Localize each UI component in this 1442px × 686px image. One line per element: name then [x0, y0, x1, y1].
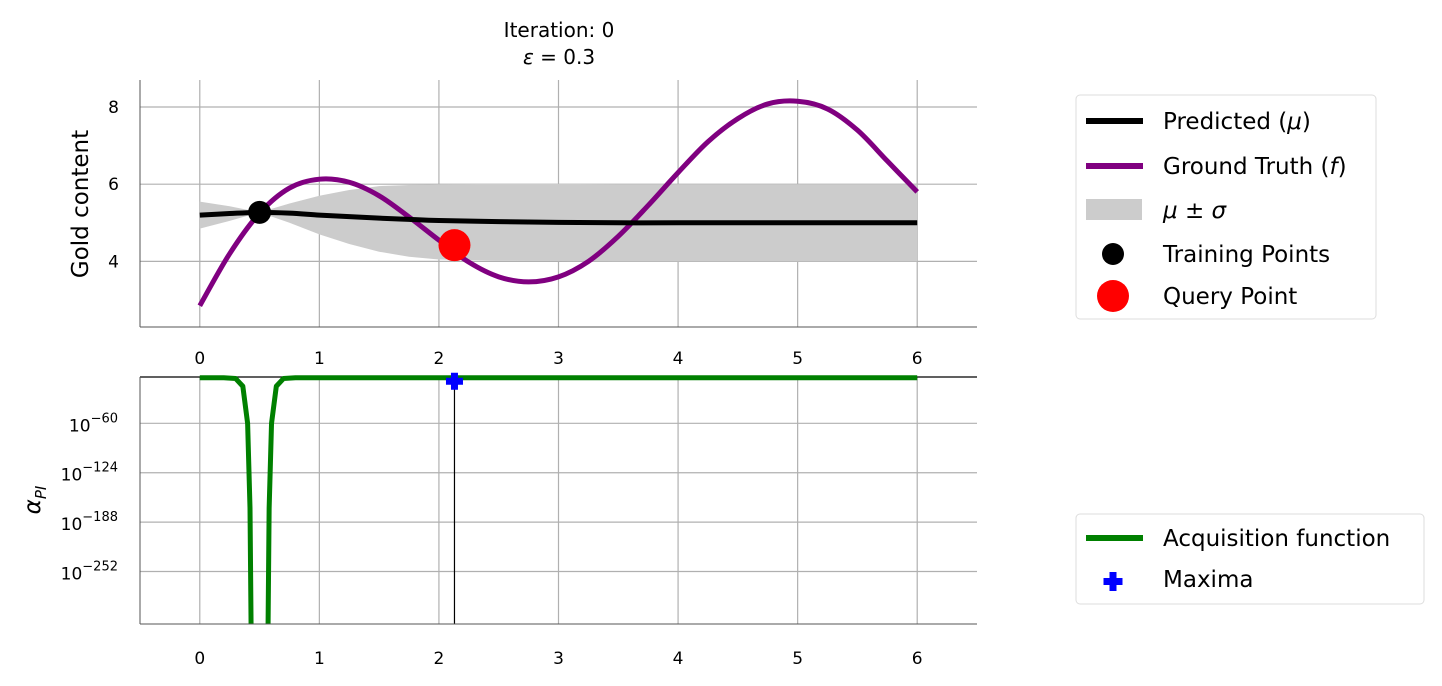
bottom-x-tick-label: 0 — [194, 649, 205, 669]
chart-subtitle: ε = 0.3 — [523, 45, 595, 69]
bottom-y-tick-label: 10−252 — [61, 560, 118, 585]
query-point — [438, 229, 471, 262]
legend-bottom: Acquisition function Maxima — [1075, 513, 1425, 605]
legend-band-swatch — [1086, 199, 1142, 220]
legend-maxima-label: Maxima — [1163, 567, 1253, 593]
ground-truth-line — [197, 98, 920, 308]
legend-training-label: Training Points — [1162, 242, 1330, 268]
legend-predicted-label: Predicted (μ) — [1163, 109, 1311, 135]
chart-title: Iteration: 0 — [504, 18, 615, 42]
bottom-grid — [140, 377, 977, 624]
bottom-y-tick-label: 10−124 — [61, 461, 118, 486]
bottom-x-tick-label: 1 — [314, 649, 325, 669]
top-x-tick-label: 4 — [673, 349, 684, 369]
bottom-x-ticks: 0 1 2 3 4 5 6 — [194, 649, 922, 669]
legend-acquisition-label: Acquisition function — [1163, 526, 1390, 552]
legend-query-swatch — [1097, 280, 1129, 312]
bottom-points — [445, 372, 463, 390]
top-x-tick-label: 6 — [912, 349, 923, 369]
bottom-y-axis-label: αPI — [20, 485, 50, 514]
bottom-x-tick-label: 6 — [912, 649, 923, 669]
top-y-tick-label: 8 — [108, 98, 119, 118]
legend-top-frame — [1075, 94, 1377, 320]
top-y-tick-label: 6 — [108, 175, 119, 195]
top-x-ticks: 0 1 2 3 4 5 6 — [194, 349, 922, 369]
top-plot: 0 1 2 3 4 5 6 4 6 8 Gold content — [68, 80, 977, 369]
bottom-plot: 0 1 2 3 4 5 6 10−60 10−124 10−188 10−252 αPI — [20, 372, 977, 669]
predicted-line — [199, 209, 918, 226]
training-point — [248, 200, 272, 224]
top-x-tick-label: 5 — [792, 349, 803, 369]
legend-top: Predicted (μ) Ground Truth (f) μ ± σ Tra… — [1075, 94, 1377, 320]
bottom-y-tick-label: 10−60 — [69, 411, 118, 436]
legend-query-label: Query Point — [1163, 284, 1297, 310]
legend-truth-label: Ground Truth (f) — [1163, 154, 1347, 180]
bottom-x-tick-label: 4 — [673, 649, 684, 669]
top-y-axis-label: Gold content — [68, 130, 94, 278]
acquisition-line — [199, 375, 918, 624]
top-y-tick-label: 4 — [108, 252, 119, 272]
legend-maxima-swatch — [1103, 572, 1123, 591]
maxima-point — [445, 372, 463, 390]
top-x-tick-label: 0 — [194, 349, 205, 369]
top-x-tick-label: 3 — [553, 349, 564, 369]
legend-training-swatch — [1102, 243, 1124, 265]
bottom-y-tick-label: 10−188 — [61, 510, 118, 535]
bottom-x-tick-label: 3 — [553, 649, 564, 669]
bottom-y-ticks: 10−60 10−124 10−188 10−252 — [61, 411, 118, 584]
legend-band-label: μ ± σ — [1162, 198, 1228, 224]
bottom-x-tick-label: 2 — [434, 649, 445, 669]
top-y-ticks: 4 6 8 — [108, 98, 119, 272]
top-x-tick-label: 1 — [314, 349, 325, 369]
top-points — [248, 200, 471, 262]
legend-bottom-frame — [1075, 513, 1425, 605]
top-x-tick-label: 2 — [434, 349, 445, 369]
bottom-x-tick-label: 5 — [792, 649, 803, 669]
